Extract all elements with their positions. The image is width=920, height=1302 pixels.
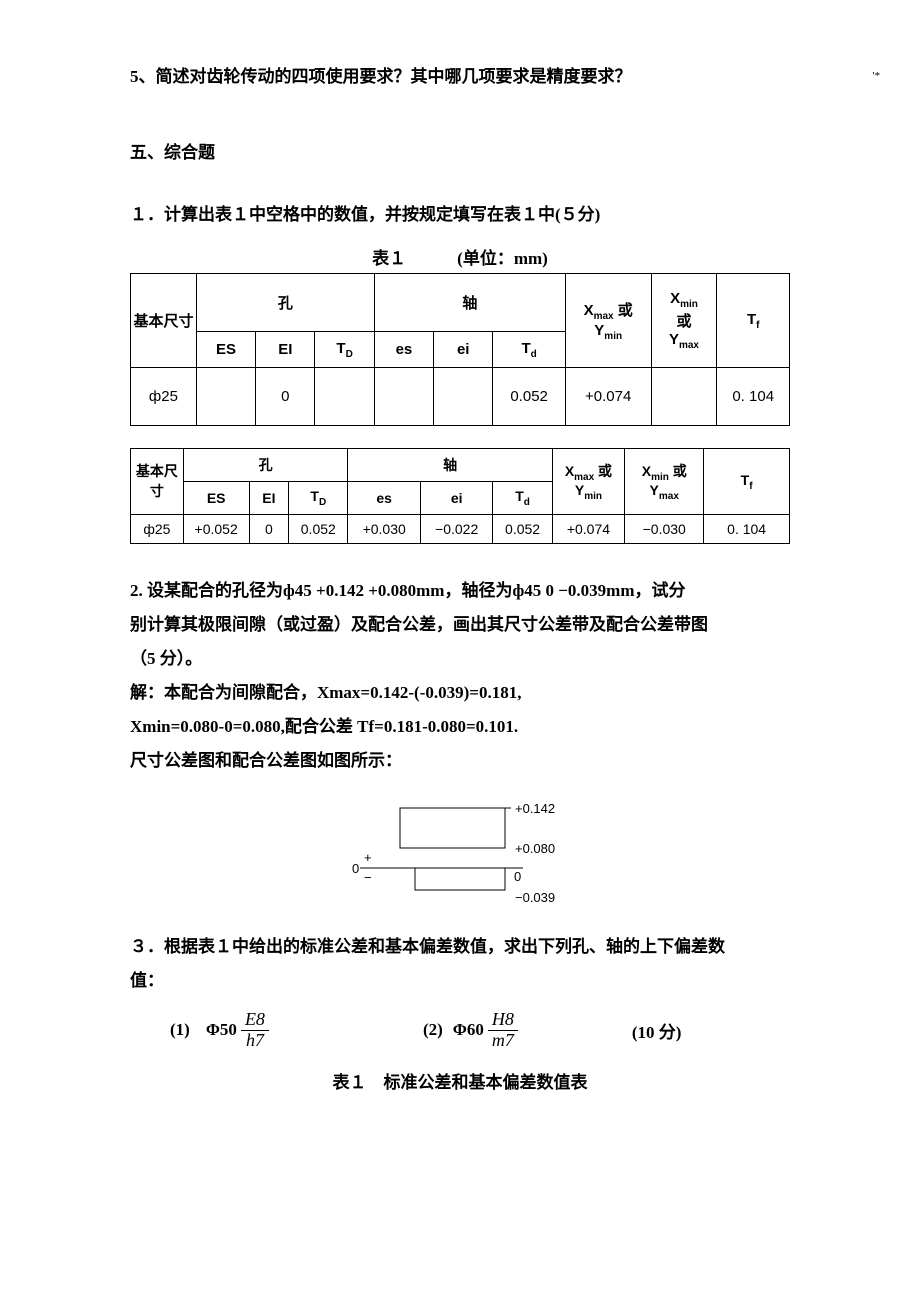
th-xmax: Xmax 或 Ymin	[552, 449, 624, 515]
xmin-label: Xmin	[670, 290, 698, 307]
xmin-label: Xmin 或	[642, 463, 687, 479]
th-hole: 孔	[196, 274, 374, 332]
formula-row: (1) Φ50 E8 h7 (2) Φ60 H8 m7 (10 分)	[170, 1010, 790, 1051]
ymin-label: Ymin	[575, 482, 602, 498]
cell-TD: 0.052	[289, 514, 348, 543]
problem-2-line3: （5 分）。	[130, 642, 790, 676]
th-shaft: 轴	[348, 449, 552, 482]
spacer	[130, 182, 790, 198]
th-tf: Tf	[717, 274, 790, 368]
cell-EI: 0	[256, 368, 315, 426]
cell-es	[374, 368, 433, 426]
th-EI: EI	[256, 332, 315, 368]
cell-ei	[434, 368, 493, 426]
th-Td: Td	[493, 482, 552, 515]
table1-caption: 表１ (单位：mm)	[130, 244, 790, 269]
cell-xmax: +0.074	[565, 368, 651, 426]
th-es: es	[348, 482, 420, 515]
question-5: 5、简述对齿轮传动的四项使用要求？其中哪几项要求是精度要求？	[130, 60, 790, 94]
problem-1-title: １．计算出表１中空格中的数值，并按规定填写在表１中(５分)	[130, 198, 790, 232]
xmax-label: Xmax 或	[584, 302, 633, 319]
th-ES: ES	[196, 332, 255, 368]
table-row: ф25 +0.052 0 0.052 +0.030 −0.022 0.052 +…	[131, 514, 790, 543]
cell-size: ф25	[131, 368, 197, 426]
ymin-label: Ymin	[594, 322, 622, 339]
formula2-fraction: H8 m7	[488, 1010, 518, 1051]
table-footer-caption: 表１ 标准公差和基本偏差数值表	[130, 1068, 790, 1093]
th-EI: EI	[249, 482, 289, 515]
formula1-num: E8	[241, 1010, 269, 1031]
cell-size: ф25	[131, 514, 184, 543]
formula2-num: H8	[488, 1010, 518, 1031]
cell-Td: 0.052	[493, 514, 552, 543]
th-es: es	[374, 332, 433, 368]
th-ei: ei	[434, 332, 493, 368]
svg-text:0: 0	[514, 869, 521, 884]
formula1-label: (1)	[170, 1020, 190, 1040]
th-xmin: Xmin 或 Ymax	[625, 449, 704, 515]
svg-text:+0.142: +0.142	[515, 801, 555, 816]
svg-text:0: 0	[352, 861, 359, 876]
table-header-row: 基本尺寸 孔 轴 Xmax 或 Ymin Xmin 或 Ymax Tf	[131, 274, 790, 332]
cell-Tf: 0. 104	[717, 368, 790, 426]
ymax-label: Ymax	[650, 482, 679, 498]
table-header-row: 基本尺寸 孔 轴 Xmax 或 Ymin Xmin 或 Ymax Tf	[131, 449, 790, 482]
cell-EI: 0	[249, 514, 289, 543]
problem-2-line2: 别计算其极限间隙（或过盈）及配合公差，画出其尺寸公差带及配合公差带图	[130, 608, 790, 642]
problem-2-sol3: 尺寸公差图和配合公差图如图所示：	[130, 744, 790, 778]
table-2: 基本尺寸 孔 轴 Xmax 或 Ymin Xmin 或 Ymax Tf ES E…	[130, 448, 790, 544]
formula2-phi: Φ60	[453, 1020, 484, 1040]
corner-mark: '*	[873, 70, 880, 82]
formula2-label: (2)	[423, 1020, 443, 1040]
th-TD: TD	[289, 482, 348, 515]
tolerance-svg: +−0+0.142+0.0800−0.039	[330, 790, 590, 910]
spacer	[130, 426, 790, 448]
problem-2-sol1: 解：本配合为间隙配合，Xmax=0.142-(-0.039)=0.181,	[130, 676, 790, 710]
problem-3-line2: 值：	[130, 964, 790, 998]
section-5-title: 五、综合题	[130, 136, 790, 170]
th-basic-size: 基本尺寸	[131, 274, 197, 368]
or-word: 或	[676, 313, 691, 330]
svg-text:−: −	[364, 870, 372, 885]
ymax-label: Ymax	[669, 331, 699, 348]
cell-xmax: +0.074	[552, 514, 624, 543]
spacer	[130, 106, 790, 136]
formula1-fraction: E8 h7	[241, 1010, 269, 1051]
cell-ES: +0.052	[183, 514, 249, 543]
problem-2-line1: 2. 设某配合的孔径为ф45 +0.142 +0.080mm，轴径为ф45 0 …	[130, 574, 790, 608]
th-shaft: 轴	[374, 274, 565, 332]
th-ei: ei	[420, 482, 492, 515]
problem-3-line1: ３．根据表１中给出的标准公差和基本偏差数值，求出下列孔、轴的上下偏差数	[130, 930, 790, 964]
formula1-den: h7	[242, 1031, 268, 1051]
formula2-den: m7	[488, 1031, 518, 1051]
tolerance-diagram: +−0+0.142+0.0800−0.039	[130, 790, 790, 910]
th-ES: ES	[183, 482, 249, 515]
cell-TD	[315, 368, 374, 426]
th-TD: TD	[315, 332, 374, 368]
th-Td: Td	[493, 332, 565, 368]
cell-Tf: 0. 104	[704, 514, 790, 543]
th-xmin: Xmin 或 Ymax	[651, 274, 717, 368]
formula-points: (10 分)	[632, 1018, 682, 1043]
cell-ES	[196, 368, 255, 426]
cell-ei: −0.022	[420, 514, 492, 543]
cell-xmin: −0.030	[625, 514, 704, 543]
page: '* 5、简述对齿轮传动的四项使用要求？其中哪几项要求是精度要求？ 五、综合题 …	[0, 0, 920, 1302]
cell-xmin	[651, 368, 717, 426]
svg-text:+: +	[364, 850, 372, 865]
th-tf: Tf	[704, 449, 790, 515]
problem-2-sol2: Xmin=0.080-0=0.080,配合公差 Tf=0.181-0.080=0…	[130, 710, 790, 744]
svg-text:−0.039: −0.039	[515, 890, 555, 905]
formula1-phi: Φ50	[206, 1020, 237, 1040]
table-row: ф25 0 0.052 +0.074 0. 104	[131, 368, 790, 426]
th-hole: 孔	[183, 449, 348, 482]
th-xmax: Xmax 或 Ymin	[565, 274, 651, 368]
xmax-label: Xmax 或	[565, 463, 612, 479]
table-1: 基本尺寸 孔 轴 Xmax 或 Ymin Xmin 或 Ymax Tf ES E…	[130, 273, 790, 426]
cell-Td: 0.052	[493, 368, 565, 426]
svg-text:+0.080: +0.080	[515, 841, 555, 856]
cell-es: +0.030	[348, 514, 420, 543]
spacer	[130, 544, 790, 574]
th-basic-size: 基本尺寸	[131, 449, 184, 515]
